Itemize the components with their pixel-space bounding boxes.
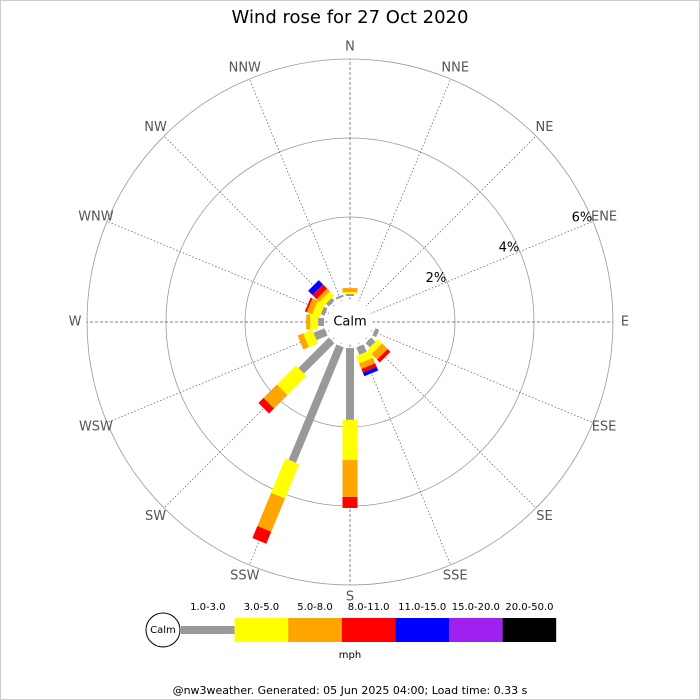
legend-units: mph — [339, 650, 361, 661]
direction-label: ESE — [592, 420, 617, 435]
legend-swatch — [234, 618, 289, 642]
direction-label: SSE — [443, 569, 468, 584]
spoke — [370, 330, 594, 423]
footer: @nw3weather. Generated: 05 Jun 2025 04:0… — [173, 684, 528, 697]
bar-segment — [271, 458, 300, 499]
chart-title: Wind rose for 27 Oct 2020 — [232, 7, 469, 28]
bar-segment — [372, 328, 380, 338]
bar-segment — [288, 344, 344, 463]
bar-segment — [356, 350, 373, 364]
direction-label: E — [621, 315, 629, 330]
direction-label: W — [69, 315, 82, 330]
ring-label: 2% — [426, 271, 447, 286]
direction-label: S — [346, 590, 354, 605]
legend-calm — [145, 612, 181, 648]
spoke — [370, 221, 594, 314]
legend-label: 1.0-3.0 — [190, 602, 225, 613]
ring-label: 4% — [499, 241, 520, 256]
bar-segment — [263, 384, 288, 409]
spoke — [358, 342, 451, 566]
direction-label: N — [345, 40, 355, 55]
spoke — [249, 78, 342, 302]
spoke — [106, 221, 330, 314]
direction-label: NNW — [229, 60, 261, 75]
legend-label: 5.0-8.0 — [297, 602, 332, 613]
bar-segment — [361, 363, 377, 373]
legend-label: 3.0-5.0 — [244, 602, 279, 613]
legend-label: 8.0-11.0 — [348, 602, 390, 613]
legend-label: 20.0-50.0 — [505, 602, 553, 613]
bar-segment — [298, 337, 335, 374]
bar-segment — [359, 357, 376, 369]
legend-swatch — [502, 618, 557, 642]
bar-segment — [312, 284, 328, 300]
direction-label: SE — [536, 509, 552, 524]
bar-segment — [356, 344, 367, 355]
calm-label: Calm — [333, 315, 366, 330]
spoke — [365, 135, 537, 307]
spoke — [106, 330, 330, 423]
bar-segment — [367, 339, 383, 355]
bar-segment — [316, 288, 330, 302]
bar-segment — [297, 333, 309, 350]
direction-label: WSW — [79, 420, 113, 435]
ring-label: 6% — [572, 210, 593, 225]
bar-segment — [258, 397, 275, 414]
bar-segment — [365, 337, 376, 348]
spoke — [163, 337, 335, 509]
direction-label: SW — [145, 509, 166, 524]
direction-label: NE — [535, 120, 553, 135]
bar-segment — [306, 298, 318, 315]
bar-segment — [276, 365, 307, 396]
legend-swatch — [181, 626, 235, 634]
direction-label: NNE — [441, 60, 469, 75]
bar-segment — [303, 329, 318, 348]
direction-label: SSW — [230, 569, 260, 584]
bar-segment — [362, 366, 379, 377]
bar-segment — [312, 300, 326, 318]
spoke — [358, 78, 451, 302]
bar-segment — [319, 291, 335, 307]
direction-label: ENE — [591, 209, 617, 224]
bar-segment — [335, 294, 344, 300]
bar-segment — [313, 328, 328, 341]
legend-swatch — [341, 618, 396, 642]
legend-label: 15.0-20.0 — [452, 602, 500, 613]
bar-segment — [257, 492, 286, 532]
bar-segment — [252, 525, 272, 544]
spoke — [365, 337, 537, 509]
bar-segment — [320, 306, 328, 316]
bar-segment — [377, 349, 391, 363]
bar-segment — [308, 280, 323, 295]
direction-label: NW — [144, 120, 167, 135]
legend-calm-label: Calm — [150, 625, 176, 636]
bar-segment — [371, 343, 388, 360]
calm-circle — [327, 299, 373, 345]
spoke — [163, 135, 335, 307]
legend-label: 11.0-15.0 — [398, 602, 446, 613]
legend-swatch — [288, 618, 342, 642]
bar-segment — [325, 297, 335, 307]
bar-segment — [304, 297, 313, 313]
legend-swatch — [449, 618, 503, 642]
legend-swatch — [395, 618, 449, 642]
direction-label: WNW — [78, 209, 114, 224]
